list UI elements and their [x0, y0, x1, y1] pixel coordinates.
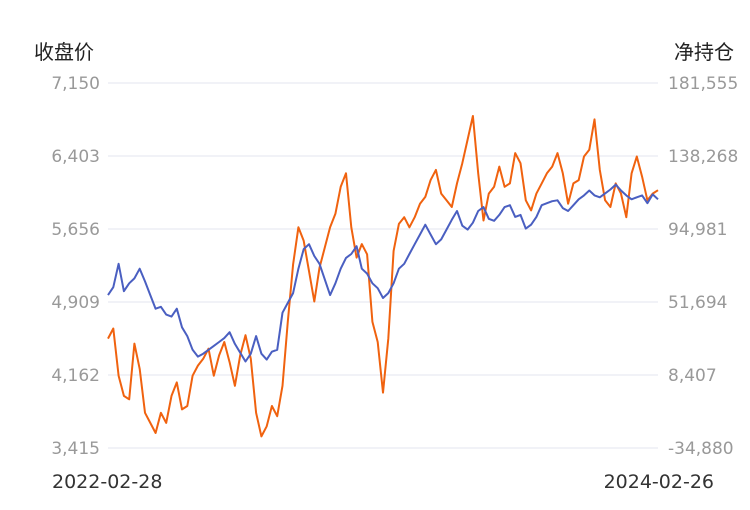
right-tick-label: 138,268 [668, 147, 738, 167]
right-tick-label: -34,880 [668, 439, 734, 459]
right-tick-label: 181,555 [668, 74, 738, 94]
right-tick-label: 94,981 [668, 220, 727, 240]
net-position-line [107, 115, 659, 438]
left-axis-ticks: 7,150 6,403 5,656 4,909 4,162 3,415 [51, 74, 100, 459]
x-start-label: 2022-02-28 [52, 471, 162, 493]
right-tick-label: 8,407 [668, 366, 717, 386]
close-price-line [107, 183, 659, 363]
right-axis-title: 净持仓 [674, 40, 734, 64]
series-layer [107, 115, 659, 438]
left-tick-label: 7,150 [51, 74, 100, 94]
left-tick-label: 4,909 [51, 293, 100, 313]
right-axis-ticks: 181,555 138,268 94,981 51,694 8,407 -34,880 [668, 74, 738, 459]
right-tick-label: 51,694 [668, 293, 727, 313]
left-tick-label: 4,162 [51, 366, 100, 386]
gridlines [108, 82, 658, 449]
x-end-label: 2024-02-26 [604, 471, 714, 493]
left-tick-label: 6,403 [51, 147, 100, 167]
left-axis-title: 收盘价 [34, 40, 94, 64]
left-tick-label: 3,415 [51, 439, 100, 459]
left-tick-label: 5,656 [51, 220, 100, 240]
